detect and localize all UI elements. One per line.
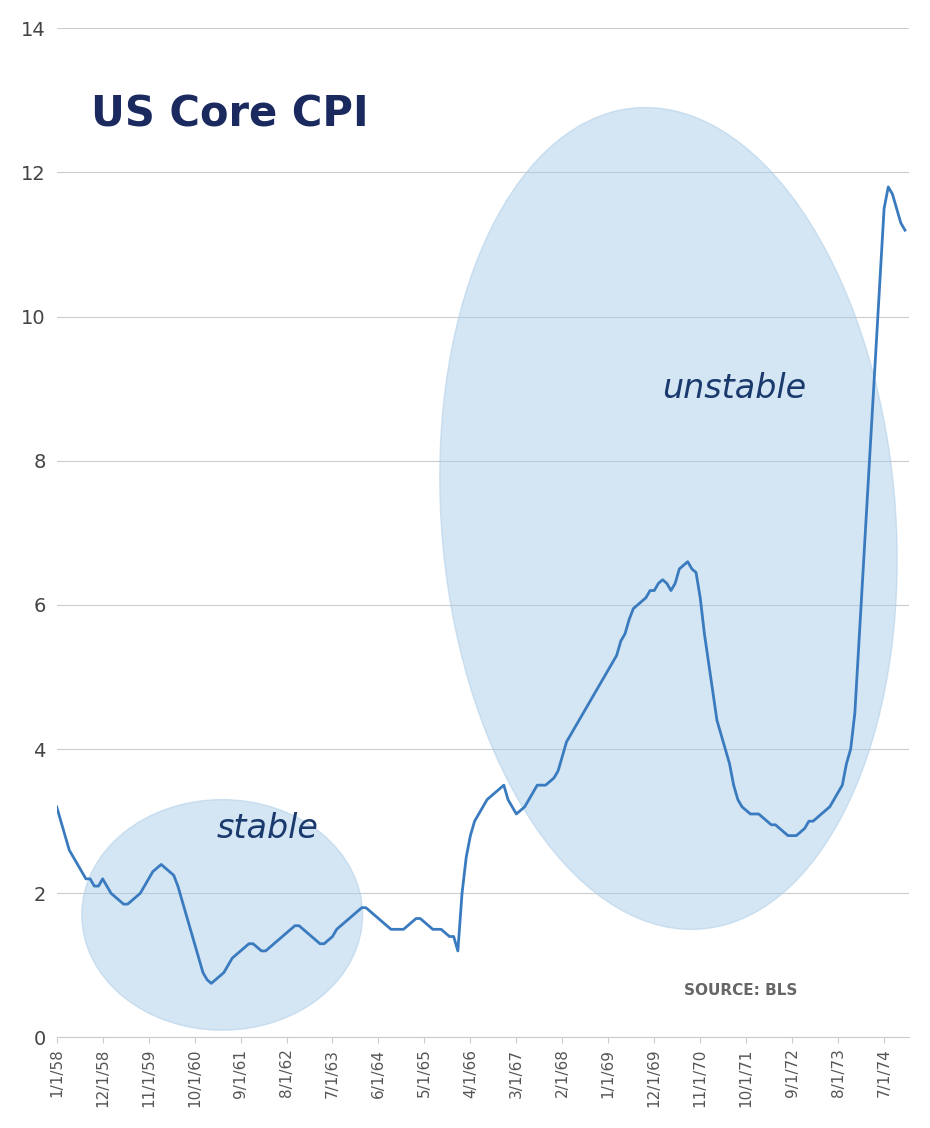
Text: stable: stable (217, 812, 318, 845)
Text: unstable: unstable (661, 372, 805, 405)
Text: SOURCE: BLS: SOURCE: BLS (684, 982, 797, 998)
Text: US Core CPI: US Core CPI (91, 94, 368, 136)
Ellipse shape (82, 800, 363, 1030)
Ellipse shape (440, 107, 897, 929)
